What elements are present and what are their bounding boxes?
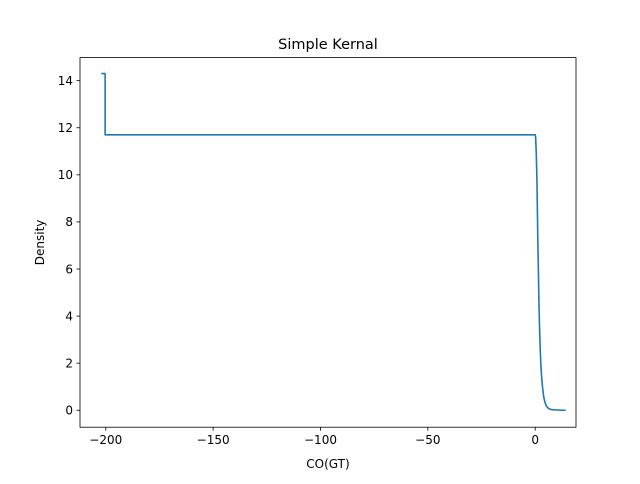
- y-axis-label: Density: [33, 220, 47, 266]
- x-tick-label: −150: [197, 433, 230, 447]
- y-tick-label: 6: [65, 262, 73, 276]
- axes-frame: [79, 57, 577, 428]
- y-tick-label: 4: [65, 309, 73, 323]
- x-tick-label: 0: [531, 433, 539, 447]
- y-tick-label: 10: [58, 168, 73, 182]
- y-tick-label: 12: [58, 121, 73, 135]
- x-tick-label: −200: [89, 433, 122, 447]
- x-axis-ticks: −200 −150 −100 −50 0: [89, 427, 539, 447]
- x-tick-label: −50: [415, 433, 440, 447]
- y-tick-label: 0: [65, 404, 73, 418]
- y-tick-label: 14: [58, 74, 73, 88]
- x-axis-label: CO(GT): [306, 457, 349, 471]
- series-line-0: [101, 72, 566, 412]
- plot-area: [101, 72, 566, 412]
- y-tick-label: 8: [65, 215, 73, 229]
- y-tick-label: 2: [65, 356, 73, 370]
- y-axis-ticks: 0 2 4 6 8 10 12 14: [58, 74, 80, 418]
- chart-title: Simple Kernal: [278, 37, 378, 53]
- x-tick-label: −100: [304, 433, 337, 447]
